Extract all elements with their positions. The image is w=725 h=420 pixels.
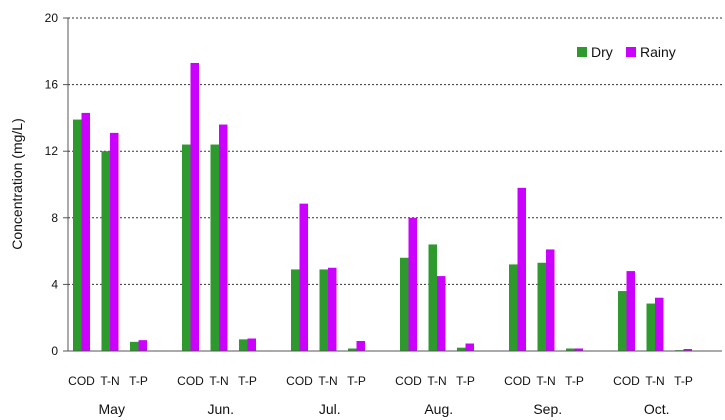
x-sub-category-label: COD: [68, 374, 95, 388]
bar-rainy-cod: [626, 271, 635, 351]
bar-dry-t-n: [537, 262, 546, 351]
legend: Dry Rainy: [577, 44, 676, 60]
bar-dry-t-p: [566, 348, 575, 351]
x-sub-category-label: T-P: [129, 374, 148, 388]
legend-swatch-dry: [577, 47, 587, 57]
bar-rainy-t-n: [219, 124, 228, 351]
y-tick-label: 0: [51, 344, 58, 358]
x-sub-category-label: T-N: [536, 374, 555, 388]
bar-dry-t-p: [457, 347, 466, 351]
bar-dry-t-p: [130, 341, 139, 351]
x-month-label: May: [99, 401, 125, 417]
legend-label-dry: Dry: [591, 44, 613, 60]
bar-dry-cod: [618, 291, 627, 351]
bar-rainy-cod: [299, 203, 308, 351]
bar-rainy-cod: [517, 187, 526, 351]
bar-rainy-t-n: [110, 132, 119, 351]
bar-dry-t-p: [239, 339, 248, 351]
y-tick-label: 16: [45, 78, 59, 92]
bar-dry-t-n: [319, 269, 328, 351]
x-sub-category-label: T-P: [565, 374, 584, 388]
bar-rainy-t-p: [574, 348, 583, 351]
bar-dry-t-p: [348, 348, 357, 351]
x-sub-category-label: T-N: [209, 374, 228, 388]
x-month-label: Jul.: [319, 401, 341, 417]
x-sub-category-label: T-P: [674, 374, 693, 388]
x-sub-category-label: T-P: [347, 374, 366, 388]
bar-rainy-t-n: [437, 276, 446, 351]
y-axis-label: Concentration (mg/L): [9, 118, 25, 250]
x-sub-category-label: COD: [504, 374, 531, 388]
legend-label-rainy: Rainy: [640, 44, 676, 60]
bar-rainy-t-n: [546, 249, 555, 351]
x-category-labels: COD T-N T-P May COD T-N T-P Jun. COD T-N T-P Jul. CO…: [68, 374, 693, 417]
x-sub-category-label: T-P: [456, 374, 475, 388]
legend-swatch-rainy: [626, 47, 636, 57]
bar-dry-cod: [291, 269, 300, 351]
bar-dry-t-n: [210, 144, 219, 351]
bar-rainy-t-p: [465, 343, 474, 351]
x-sub-category-label: T-N: [100, 374, 119, 388]
bar-dry-t-n: [101, 151, 110, 351]
bar-rainy-t-p: [138, 340, 147, 351]
bar-dry-cod: [73, 119, 82, 351]
bar-rainy-t-n: [655, 297, 664, 351]
x-month-label: Aug.: [424, 401, 453, 417]
bar-rainy-t-p: [247, 338, 256, 351]
x-month-label: Oct.: [644, 401, 670, 417]
y-tick-label: 20: [45, 11, 59, 25]
x-sub-category-label: COD: [286, 374, 313, 388]
y-tick-label: 8: [51, 211, 58, 225]
x-sub-category-label: T-N: [427, 374, 446, 388]
x-sub-category-label: COD: [613, 374, 640, 388]
y-tick-labels: 0 4 8 12 16 20: [45, 11, 68, 358]
x-sub-category-label: T-N: [318, 374, 337, 388]
x-sub-category-label: T-N: [645, 374, 664, 388]
x-sub-category-label: COD: [177, 374, 204, 388]
x-month-label: Jun.: [208, 401, 234, 417]
bars: [73, 62, 692, 352]
bar-rainy-t-n: [328, 267, 337, 351]
bar-rainy-cod: [408, 217, 417, 351]
bar-dry-cod: [509, 264, 518, 351]
bar-dry-cod: [400, 257, 409, 351]
bar-rainy-t-p: [683, 349, 692, 351]
bar-rainy-t-p: [356, 341, 365, 351]
bar-dry-cod: [182, 144, 191, 351]
y-tick-label: 4: [51, 277, 58, 291]
bar-dry-t-n: [646, 303, 655, 351]
y-tick-label: 12: [45, 144, 59, 158]
x-sub-category-label: COD: [395, 374, 422, 388]
x-sub-category-label: T-P: [238, 374, 257, 388]
bar-dry-t-n: [428, 244, 437, 351]
bar-rainy-cod: [81, 112, 90, 351]
x-month-label: Sep.: [533, 401, 562, 417]
gridlines: [68, 17, 722, 285]
bar-rainy-cod: [190, 62, 199, 352]
